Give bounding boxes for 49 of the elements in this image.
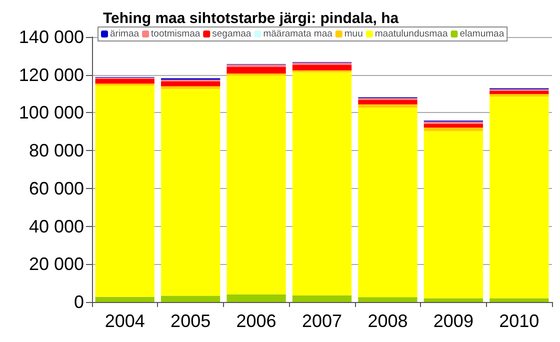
bar: [226, 294, 286, 302]
y-tick-label: 0: [74, 292, 84, 312]
bar: [358, 108, 418, 298]
bar: [226, 66, 286, 74]
x-tick-label: 2009: [433, 311, 474, 331]
bar: [95, 296, 154, 302]
y-tick-label: 120 000: [18, 64, 84, 85]
y-tick-label: 140 000: [18, 27, 84, 47]
bar: [424, 298, 483, 302]
legend-label: maatulundusmaa: [374, 28, 448, 40]
legend-label: elamumaa: [460, 28, 505, 40]
bar: [358, 100, 418, 104]
y-tick-label: 40 000: [28, 216, 84, 236]
y-tick-label: 20 000: [28, 254, 84, 274]
x-tick-label: 2007: [302, 311, 342, 331]
y-tick-label: 100 000: [18, 102, 84, 123]
bar: [95, 85, 154, 297]
x-tick-label: 2004: [104, 311, 145, 331]
legend-label: segamaa: [212, 28, 252, 40]
bar: [161, 88, 220, 296]
bar: [424, 124, 483, 128]
bar: [161, 296, 220, 302]
bar: [161, 81, 220, 86]
bar: [292, 295, 352, 302]
legend-label: muu: [344, 28, 363, 40]
bar: [358, 104, 418, 108]
bar: [292, 65, 352, 70]
x-tick-label: 2008: [368, 311, 408, 331]
x-tick-label: 2006: [236, 311, 276, 331]
bar: [490, 90, 549, 94]
legend-label: määramata maa: [263, 28, 334, 40]
legend-label: tootmismaa: [151, 28, 201, 40]
bar: [226, 75, 286, 294]
bar: [358, 297, 418, 302]
y-tick-label: 60 000: [28, 178, 84, 198]
bar: [95, 79, 154, 84]
bar: [292, 72, 352, 296]
bar: [424, 128, 483, 132]
x-tick-label: 2010: [499, 311, 540, 331]
bar: [490, 94, 549, 97]
chart-title: Tehing maa sihtotstarbe järgi: pindala, ha: [103, 10, 400, 27]
bar: [161, 86, 220, 89]
bar: [490, 96, 549, 298]
y-tick-label: 80 000: [28, 140, 84, 161]
bar: [292, 62, 352, 66]
x-tick-label: 2005: [170, 311, 211, 331]
bar: [490, 298, 549, 302]
legend-label: ärimaa: [110, 28, 140, 40]
bar: [424, 131, 483, 298]
